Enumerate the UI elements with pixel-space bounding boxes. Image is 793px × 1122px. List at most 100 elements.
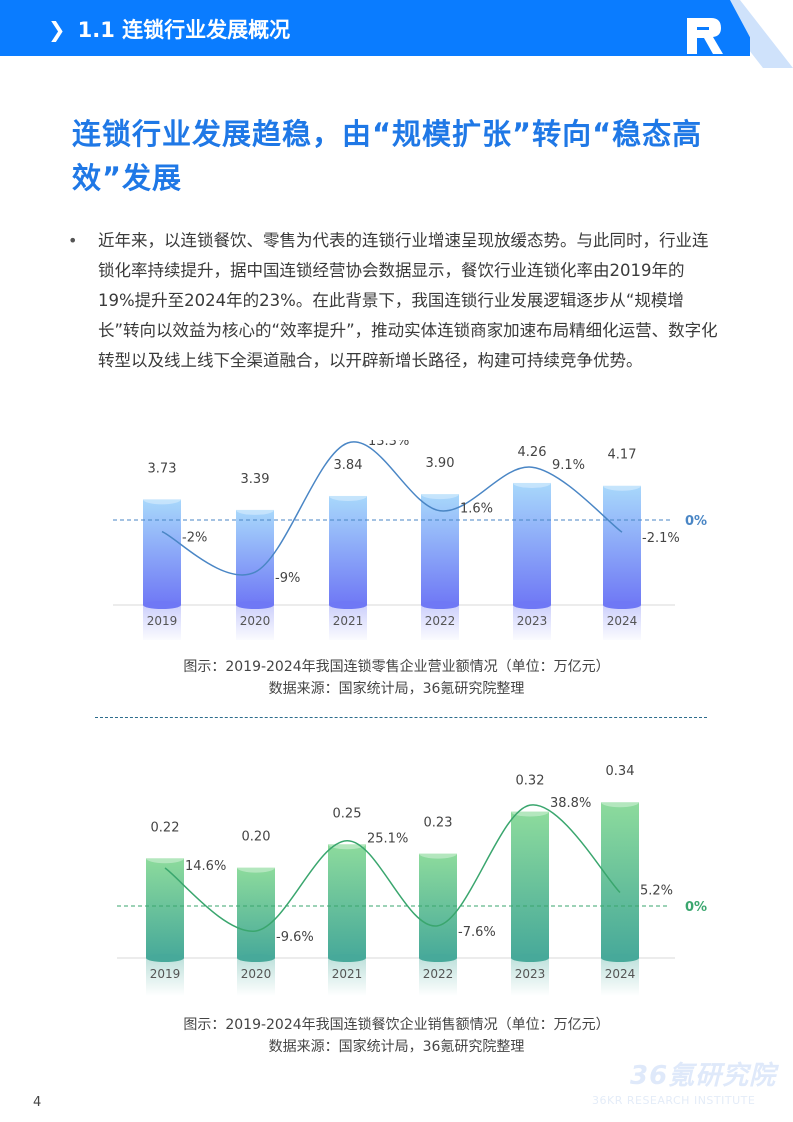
bar-reflection <box>513 605 551 640</box>
bar-reflection <box>511 958 549 996</box>
x-tick-label: 2024 <box>605 967 636 981</box>
bar-value-label: 0.20 <box>242 830 271 845</box>
growth-label: 38.8% <box>550 796 591 811</box>
growth-label: 25.1% <box>367 832 408 847</box>
growth-label: -7.6% <box>458 925 496 940</box>
chart1-caption: 图示：2019-2024年我国连锁零售企业营业额情况（单位：万亿元） <box>183 659 610 675</box>
bar-value-label: 3.90 <box>426 456 455 471</box>
bar-cap <box>421 489 459 500</box>
bar-2020 <box>237 867 275 958</box>
growth-line <box>164 804 621 932</box>
page-number: 4 <box>33 1095 42 1110</box>
chart2-caption-block: 图示：2019-2024年我国连锁餐饮企业销售额情况（单位：万亿元） 数据来源：… <box>0 1014 793 1058</box>
bar-reflection <box>419 958 457 996</box>
chevron-right-icon: ❯ <box>48 18 66 42</box>
x-tick-label: 2020 <box>241 967 272 981</box>
watermark-logo: 36氪研究院 36KR RESEARCH INSTITUTE <box>592 1055 776 1107</box>
brand-logo-icon <box>687 18 723 54</box>
bar-bottom <box>146 954 184 962</box>
bar-cap <box>511 806 549 817</box>
bar-value-label: 0.23 <box>424 816 453 831</box>
bar-bottom <box>511 954 549 962</box>
growth-label: -9.6% <box>276 930 314 945</box>
bar-value-label: 0.25 <box>333 806 362 821</box>
growth-label: 5.2% <box>640 883 673 898</box>
body-paragraph: 近年来，以连锁餐饮、零售为代表的连锁行业增速呈现放缓态势。与此同时，行业连锁化率… <box>98 231 718 370</box>
page-header: ❯ 1.1 连锁行业发展概况 <box>0 0 793 68</box>
catering-sales-chart: 0.22 2019 0.20 2020 0.25 2021 0.23 2022 0.32 2023… <box>117 764 707 996</box>
x-tick-label: 2023 <box>515 967 546 981</box>
x-tick-label: 2024 <box>607 614 638 628</box>
bar-reflection <box>421 605 459 640</box>
bar-reflection <box>329 605 367 640</box>
x-tick-label: 2019 <box>150 967 181 981</box>
bar-cap <box>601 797 639 808</box>
bar-bottom <box>237 954 275 962</box>
chart2-caption: 图示：2019-2024年我国连锁餐饮企业销售额情况（单位：万亿元） <box>183 1017 610 1033</box>
growth-label: 1.6% <box>460 502 493 517</box>
growth-label: -2% <box>182 531 207 546</box>
bar-2024 <box>603 485 641 605</box>
bar-cap <box>329 490 367 501</box>
bar-2020 <box>236 509 274 605</box>
zero-label: 0% <box>685 900 707 915</box>
bar-cap <box>236 504 274 515</box>
bar-2022 <box>419 853 457 958</box>
bar-reflection <box>237 958 275 996</box>
bar-value-label: 4.17 <box>608 448 637 463</box>
bar-2022 <box>421 494 459 605</box>
bar-cap <box>419 848 457 859</box>
bar-reflection <box>143 605 181 640</box>
bar-reflection <box>328 958 366 996</box>
growth-label: -2.1% <box>642 531 680 546</box>
bar-reflection <box>603 605 641 640</box>
section-divider <box>95 717 707 718</box>
growth-label: -9% <box>275 571 300 586</box>
header-bar <box>0 0 750 56</box>
bar-value-label: 0.32 <box>516 774 545 789</box>
bar-bottom <box>601 954 639 962</box>
bar-value-label: 4.26 <box>518 445 547 460</box>
bullet-icon: • <box>68 231 78 250</box>
chart1-caption-block: 图示：2019-2024年我国连锁零售企业营业额情况（单位：万亿元） 数据来源：… <box>0 656 793 700</box>
watermark-cn: 36氪研究院 <box>630 1061 777 1091</box>
watermark-en: 36KR RESEARCH INSTITUTE <box>592 1094 756 1107</box>
x-tick-label: 2022 <box>423 967 454 981</box>
x-tick-label: 2023 <box>517 614 548 628</box>
bar-bottom <box>328 954 366 962</box>
bar-bottom <box>603 601 641 609</box>
bar-bottom <box>143 601 181 609</box>
bar-2019 <box>146 858 184 958</box>
bar-2024 <box>601 802 639 958</box>
bar-reflection <box>236 605 274 640</box>
bar-bottom <box>513 601 551 609</box>
retail-revenue-chart: 3.73 2019 3.39 2020 3.84 2021 3.90 2022 4.26 2023… <box>113 440 707 640</box>
bar-value-label: 0.34 <box>606 764 635 779</box>
bar-value-label: 0.22 <box>151 820 180 835</box>
bar-2023 <box>513 482 551 605</box>
bar-2023 <box>511 811 549 958</box>
bar-value-label: 3.73 <box>148 461 177 476</box>
zero-label: 0% <box>685 514 707 529</box>
bar-cap <box>146 853 184 864</box>
bar-value-label: 3.84 <box>334 458 363 473</box>
bar-2021 <box>329 495 367 605</box>
growth-label: 9.1% <box>552 458 585 473</box>
section-title: ❯ 1.1 连锁行业发展概况 <box>48 14 290 44</box>
bar-cap <box>603 480 641 491</box>
x-tick-label: 2019 <box>147 614 178 628</box>
bar-bottom <box>236 601 274 609</box>
chart1-source: 数据来源：国家统计局，36氪研究院整理 <box>268 681 525 697</box>
bar-bottom <box>421 601 459 609</box>
x-tick-label: 2020 <box>240 614 271 628</box>
growth-label: 14.6% <box>185 859 226 874</box>
bar-cap <box>513 477 551 488</box>
bar-cap <box>237 862 275 873</box>
growth-label: 13.3% <box>368 440 409 449</box>
bar-reflection <box>601 958 639 996</box>
page-title: 连锁行业发展趋稳，由“规模扩张”转向“稳态高效”发展 <box>72 117 703 195</box>
bar-value-label: 3.39 <box>241 472 270 487</box>
x-tick-label: 2021 <box>333 614 364 628</box>
bar-2019 <box>143 499 181 605</box>
x-tick-label: 2022 <box>425 614 456 628</box>
